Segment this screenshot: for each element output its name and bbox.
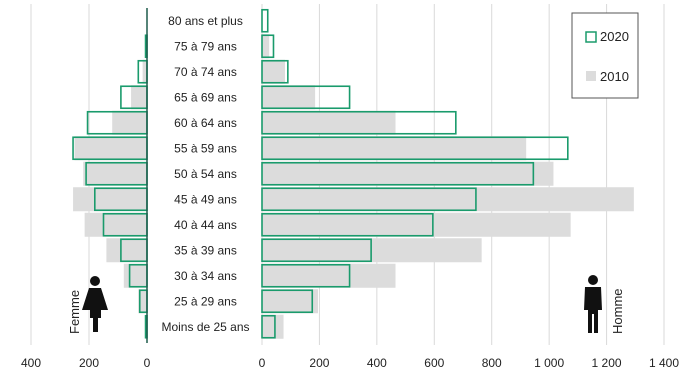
category-label: 70 à 74 ans xyxy=(174,65,237,79)
bar-2020-homme xyxy=(261,238,372,263)
bar-2010-homme xyxy=(262,289,318,314)
bar-2010-homme xyxy=(262,187,634,212)
category-label: 25 à 29 ans xyxy=(174,294,237,308)
tick-label-left: 0 xyxy=(144,356,151,370)
bar-2020-homme xyxy=(261,110,457,135)
tick-label-right: 1 400 xyxy=(649,356,679,370)
bar-2010-femme xyxy=(83,161,147,186)
category-label: 55 à 59 ans xyxy=(174,141,237,155)
bar-2010-femme xyxy=(73,187,147,212)
tick-label-right: 1 000 xyxy=(534,356,564,370)
bars-2010 xyxy=(73,34,634,339)
tick-label-right: 600 xyxy=(424,356,444,370)
tick-labels: 400 200 0 0 200 400 600 800 1 000 1 200 1 400 xyxy=(21,356,679,370)
homme-label: Homme xyxy=(610,288,625,334)
legend-2010-swatch xyxy=(586,71,596,81)
tick-label-left: 400 xyxy=(21,356,41,370)
bar-2020-homme xyxy=(261,161,535,186)
category-label: 80 ans et plus xyxy=(168,14,243,28)
bar-2010-homme xyxy=(262,314,284,339)
bar-2010-homme xyxy=(262,136,527,161)
bar-2010-homme xyxy=(262,212,571,237)
category-label: 40 à 44 ans xyxy=(174,218,237,232)
tick-label-right: 800 xyxy=(482,356,502,370)
bar-2020-homme xyxy=(261,212,434,237)
tick-label-left: 200 xyxy=(79,356,99,370)
category-label: Moins de 25 ans xyxy=(161,320,249,334)
tick-label-right: 400 xyxy=(367,356,387,370)
bar-2020-homme xyxy=(261,59,289,84)
man-icon xyxy=(584,275,602,333)
bar-2010-femme xyxy=(74,136,147,161)
bar-2010-femme xyxy=(84,212,147,237)
bar-2020-homme xyxy=(261,34,275,59)
bar-2010-homme xyxy=(262,110,396,135)
category-labels: 80 ans et plus 75 à 79 ans 70 à 74 ans 65 à… xyxy=(161,14,249,334)
bar-2020-homme xyxy=(261,263,351,288)
category-label: 65 à 69 ans xyxy=(174,90,237,104)
bar-2010-homme xyxy=(262,85,316,110)
bar-2020-homme xyxy=(261,187,477,212)
bar-2010-homme xyxy=(262,34,270,59)
category-label: 60 à 64 ans xyxy=(174,116,237,130)
bar-2020-homme xyxy=(261,314,276,339)
bar-2010-femme xyxy=(123,263,147,288)
bar-2020-homme xyxy=(261,136,569,161)
bar-2020-homme xyxy=(261,85,351,110)
category-label: 50 à 54 ans xyxy=(174,167,237,181)
category-label: 75 à 79 ans xyxy=(174,39,237,53)
legend-2020-swatch xyxy=(585,31,597,43)
bar-2010-femme xyxy=(131,85,147,110)
bar-2020-homme xyxy=(261,289,314,314)
legend: 2020 2010 xyxy=(571,12,639,99)
tick-label-right: 0 xyxy=(259,356,266,370)
bar-2010-homme xyxy=(262,161,554,186)
femme-label: Femme xyxy=(67,290,82,334)
legend-2010-label: 2010 xyxy=(600,69,629,84)
bar-2010-femme xyxy=(142,59,147,84)
tick-label-right: 200 xyxy=(309,356,329,370)
category-label: 45 à 49 ans xyxy=(174,192,237,206)
tick-label-right: 1 200 xyxy=(592,356,622,370)
woman-icon xyxy=(82,276,108,332)
category-label: 30 à 34 ans xyxy=(174,269,237,283)
bar-2020-homme xyxy=(261,8,269,33)
legend-2020-label: 2020 xyxy=(600,29,629,44)
category-label: 35 à 39 ans xyxy=(174,243,237,257)
bar-2010-homme xyxy=(262,59,285,84)
bar-2010-femme xyxy=(138,289,147,314)
bar-2010-homme xyxy=(262,263,396,288)
bar-2010-femme xyxy=(106,238,147,263)
bar-2010-femme xyxy=(112,110,147,135)
